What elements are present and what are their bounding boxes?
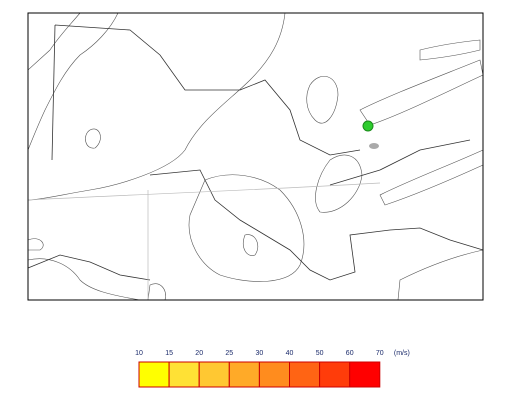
wind-area-strong <box>27 12 119 151</box>
legend-tick-label: 70 <box>376 350 384 357</box>
legend-swatch <box>319 361 351 388</box>
legend-tick-label: 20 <box>195 350 203 357</box>
map <box>27 12 484 301</box>
wind-band <box>419 39 481 61</box>
legend-tick-label: 10 <box>135 350 143 357</box>
legend-swatch <box>349 361 381 388</box>
legend-tick-label: 50 <box>316 350 324 357</box>
wind-area <box>27 258 141 301</box>
wind-area <box>188 174 305 282</box>
legend-swatch <box>228 361 260 388</box>
legend-swatch <box>258 361 290 388</box>
legend-swatch <box>138 361 170 388</box>
calm-area <box>85 128 101 149</box>
legend-tick-label: 25 <box>225 350 233 357</box>
legend-unit: (m/s) <box>394 350 410 357</box>
wind-area <box>27 12 286 201</box>
legend-tick-label: 40 <box>286 350 294 357</box>
map-background <box>28 13 483 300</box>
legend-swatch <box>289 361 321 388</box>
map-frame <box>27 12 484 301</box>
color-legend: 10 15 20 25 30 40 50 60 70 (m/s) <box>135 350 410 388</box>
legend-tick-label: 60 <box>346 350 354 357</box>
wind-area <box>27 238 44 251</box>
lake <box>369 143 379 149</box>
location-marker <box>362 120 374 132</box>
legend-tick-label: 15 <box>165 350 173 357</box>
border-lines <box>27 24 484 281</box>
wind-area-strong <box>27 12 81 71</box>
graticule <box>27 182 381 201</box>
wind-area <box>306 76 339 124</box>
wind-area <box>315 154 363 213</box>
legend-swatch <box>168 361 200 388</box>
legend-tick-label: 30 <box>256 350 264 357</box>
legend-swatch <box>198 361 230 388</box>
